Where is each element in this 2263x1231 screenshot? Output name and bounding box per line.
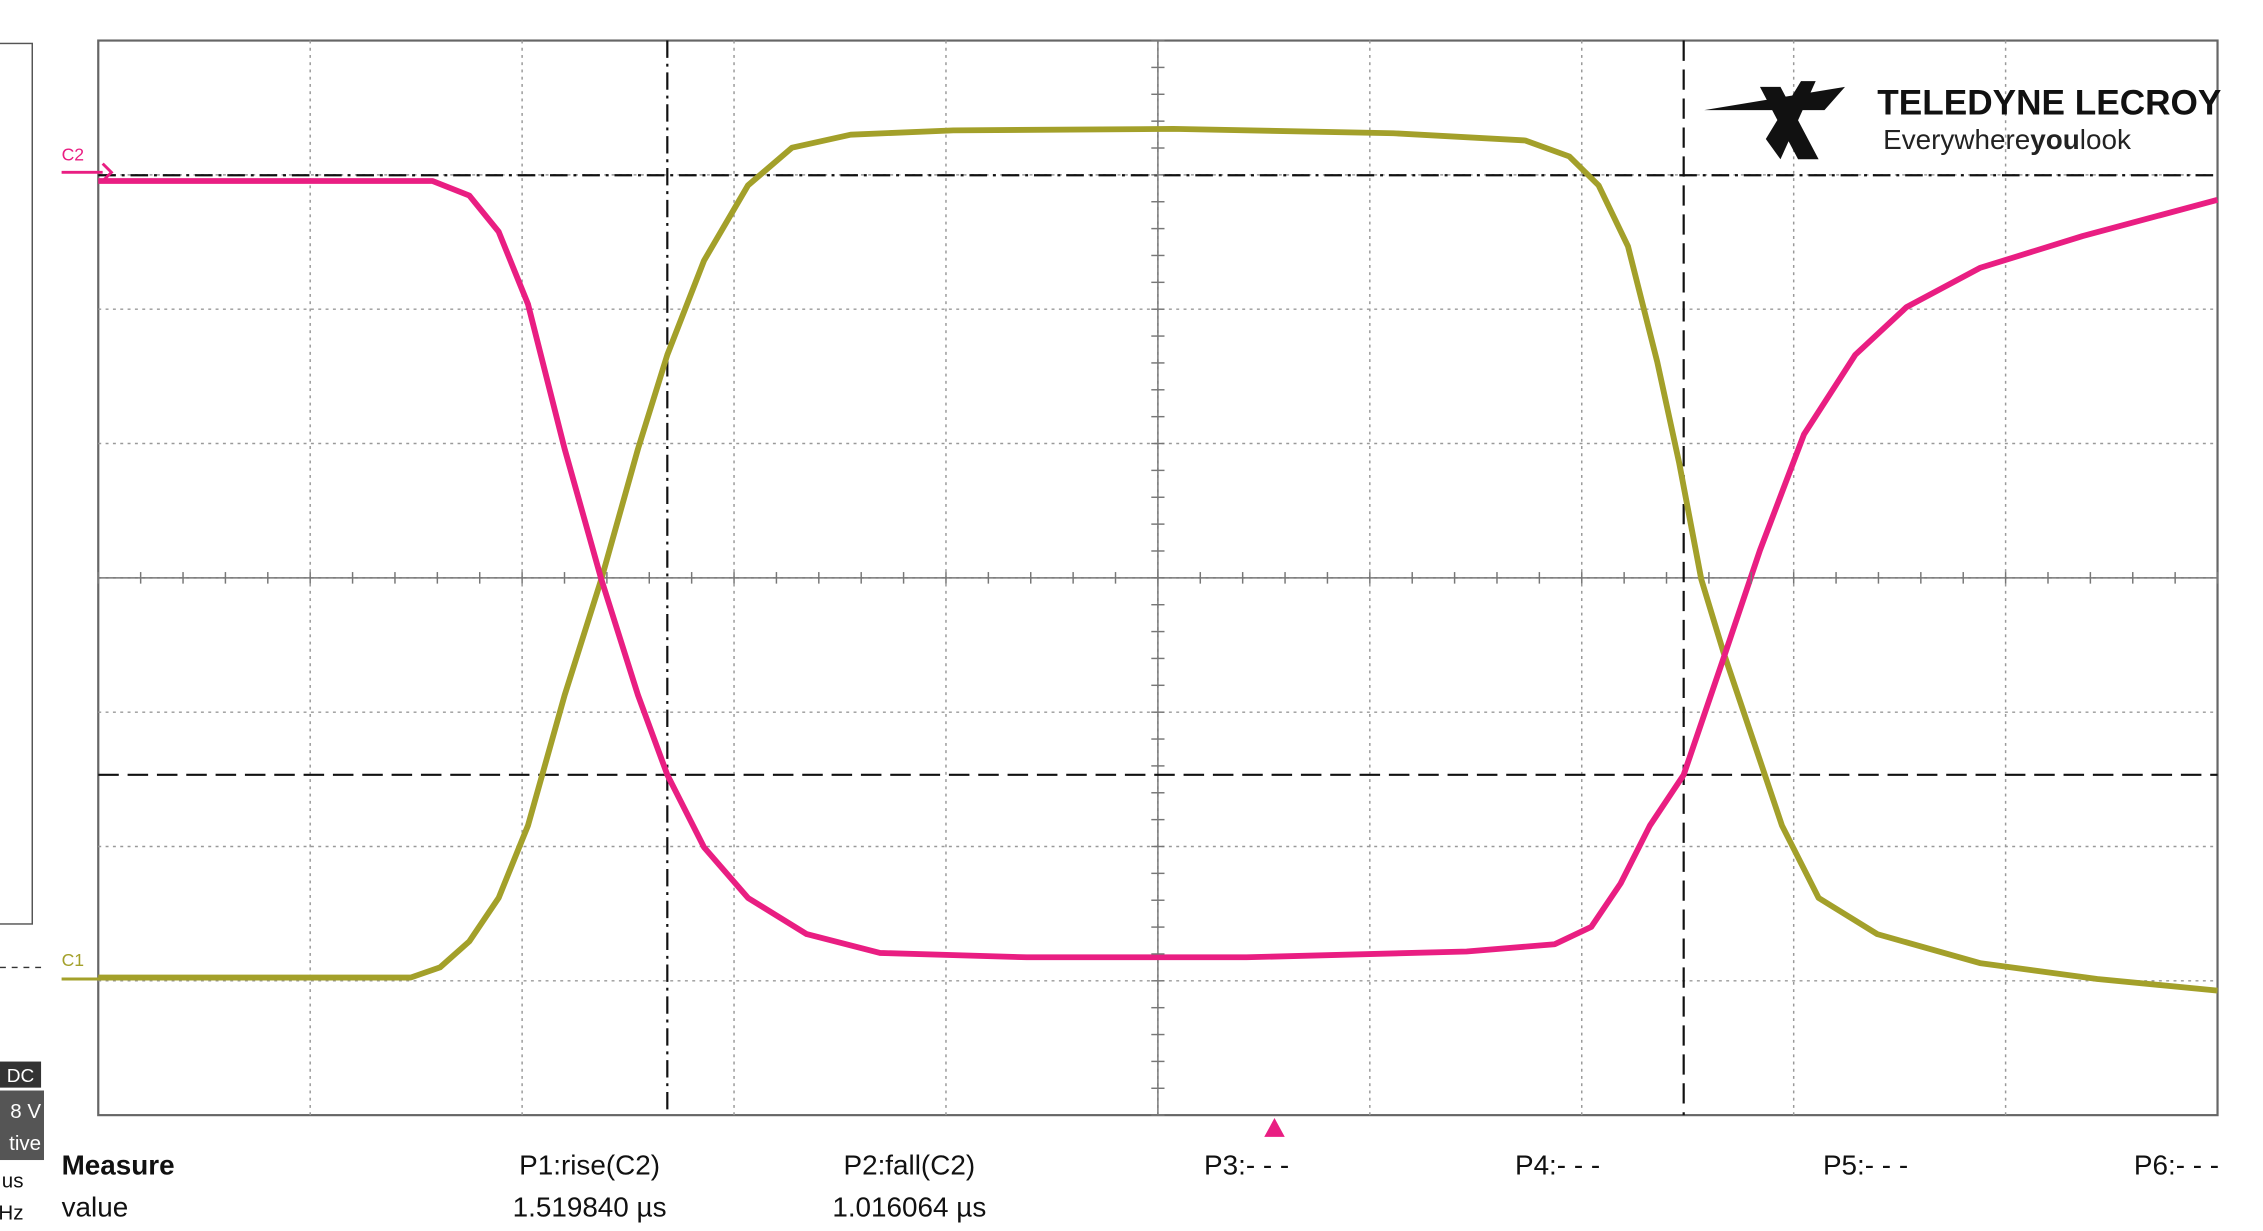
side-text: us: [2, 1171, 24, 1193]
measure-header: P6:- - -: [2134, 1150, 2219, 1181]
measure-cell: value: [62, 1192, 129, 1223]
channel-label: C2: [62, 145, 84, 165]
logo-brand: TELEDYNE LECROY: [1877, 84, 2221, 123]
channel-label: C1: [62, 950, 84, 970]
side-text: 8 V: [10, 1101, 41, 1123]
measure-cell: 1.016064 µs: [832, 1192, 986, 1223]
logo-tagline: Everywhereyoulook: [1883, 124, 2131, 155]
tag-part: Everywhere: [1883, 124, 2030, 155]
background: [0, 0, 2263, 1231]
side-text: DC: [7, 1066, 35, 1087]
measure-header: P2:fall(C2): [843, 1150, 975, 1181]
scope-screen: DC 8 V tive us Hz C2 C1 TELEDYNE LECROY …: [0, 0, 2263, 1231]
side-text: tive: [9, 1133, 41, 1155]
measure-header: P5:- - -: [1823, 1150, 1908, 1181]
measure-cell: 1.519840 µs: [513, 1192, 667, 1223]
measure-header: P3:- - -: [1204, 1150, 1289, 1181]
measure-header: P1:rise(C2): [519, 1150, 660, 1181]
tag-part: you: [2030, 124, 2080, 155]
page: DC 8 V tive us Hz C2 C1 TELEDYNE LECROY …: [0, 0, 2263, 1231]
side-text: Hz: [0, 1203, 23, 1225]
measure-title: Measure: [62, 1150, 175, 1181]
tag-part: look: [2080, 124, 2131, 155]
measure-header: P4:- - -: [1515, 1150, 1600, 1181]
